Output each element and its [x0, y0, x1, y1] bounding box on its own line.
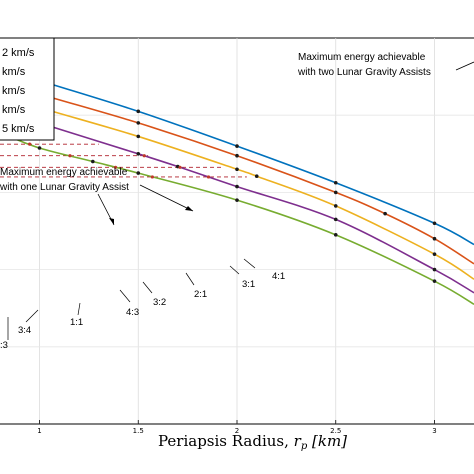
- annotation-two-assists: Maximum energy achievable with two Lunar…: [297, 52, 474, 78]
- series-4-point-2: [136, 109, 141, 114]
- leader-4-3: [119, 289, 131, 303]
- annotation-one-assist-line1: Maximum energy achievable: [0, 167, 128, 178]
- series-1-point-5: [333, 217, 338, 222]
- leader-3-2: [142, 281, 153, 294]
- x-tick-label-4: 3: [432, 427, 436, 435]
- crossing-0-1: [206, 175, 211, 179]
- series-1-point-2: [136, 152, 141, 156]
- resonance-label-2-1: 2:1: [194, 289, 207, 300]
- series-2-point-3: [235, 167, 239, 172]
- series-2-point-4: [254, 174, 259, 178]
- series-line-1: [0, 108, 474, 294]
- annotation-two-assists-arrow: [455, 61, 474, 71]
- annotation-one-assist-arrowhead-2: [185, 206, 193, 211]
- annotation-one-assist-arrow-2: [139, 184, 194, 212]
- x-tick-label-3: 2.5: [330, 427, 341, 435]
- series-3-point-4: [333, 190, 338, 195]
- legend: 2 km/s km/s km/s km/s 5 km/s: [0, 37, 55, 141]
- series-3-point-2: [136, 121, 141, 125]
- series-4-point-3: [235, 144, 239, 148]
- series-1-point-6: [432, 267, 437, 272]
- series-line-0: [0, 131, 474, 306]
- x-axis-label: Periapsis Radius, rp [km]: [158, 432, 347, 452]
- series-1-point-4: [235, 184, 239, 189]
- crossing-2-0: [68, 154, 72, 158]
- crossing-2-1: [142, 154, 146, 158]
- annotation-one-assist-line2: with one Lunar Gravity Assist: [0, 182, 129, 193]
- leader-1-1: [77, 302, 81, 316]
- legend-label-2: km/s: [2, 66, 26, 78]
- series-3-point-3: [235, 153, 239, 158]
- resonance-label-4-1: 4:1: [272, 271, 285, 282]
- resonance-label-3-2: 3:2: [153, 297, 166, 308]
- series-line-3: [0, 79, 474, 265]
- x-tick-label-0: 1: [37, 427, 41, 435]
- crossing-1-1: [178, 165, 182, 169]
- annotation-one-assist-arrowhead-1: [109, 218, 114, 225]
- series-0-point-3: [136, 171, 141, 175]
- series-3-point-5: [383, 211, 387, 216]
- legend-label-3: km/s: [2, 85, 26, 97]
- series-2-point-5: [333, 204, 338, 208]
- series-4-point-4: [333, 180, 338, 185]
- series-3-point-6: [432, 236, 437, 241]
- resonance-label-3-partial: :3: [0, 340, 8, 351]
- series-line-2: [0, 93, 474, 280]
- legend-box: [0, 37, 55, 141]
- leader-3-1: [229, 265, 240, 275]
- series-0-point-5: [333, 233, 338, 237]
- annotation-two-assists-line2: with two Lunar Gravity Assists: [297, 67, 431, 78]
- legend-label-5: 5 km/s: [2, 123, 35, 135]
- crossing-3-0: [28, 142, 32, 146]
- legend-label-1: 2 km/s: [2, 47, 35, 59]
- series-0-point-4: [235, 198, 239, 202]
- series-0-point-1: [37, 146, 42, 150]
- crossing-1-0: [113, 165, 118, 169]
- resonance-label-1-1: 1:1: [70, 317, 83, 328]
- leader-4-1: [243, 258, 256, 269]
- x-ticks: 1 1.5 2 2.5 3: [37, 420, 437, 435]
- annotation-two-assists-line1: Maximum energy achievable: [298, 52, 426, 63]
- resonance-labels: 4:1 3:1 2:1 3:2 4:3 1:1 3:4 :3: [0, 258, 285, 351]
- crossing-0-0: [150, 175, 154, 179]
- resonance-label-4-3: 4:3: [126, 307, 139, 318]
- annotation-one-assist: Maximum energy achievable with one Lunar…: [0, 167, 194, 226]
- leader-2-1: [185, 272, 195, 286]
- leader-3-4: [25, 309, 39, 323]
- resonance-label-3-1: 3:1: [242, 279, 255, 290]
- series-0-point-2: [91, 159, 95, 164]
- series-2-point-6: [432, 252, 437, 256]
- x-tick-label-2: 2: [235, 427, 239, 435]
- plot-area: [0, 37, 474, 425]
- resonance-label-3-4: 3:4: [18, 325, 31, 336]
- series-0-point-6: [432, 279, 437, 283]
- series-2-point-2: [136, 134, 141, 139]
- series-4-point-5: [432, 221, 437, 226]
- legend-label-4: km/s: [2, 104, 26, 116]
- grid: [0, 38, 474, 424]
- x-tick-label-1: 1.5: [133, 427, 144, 435]
